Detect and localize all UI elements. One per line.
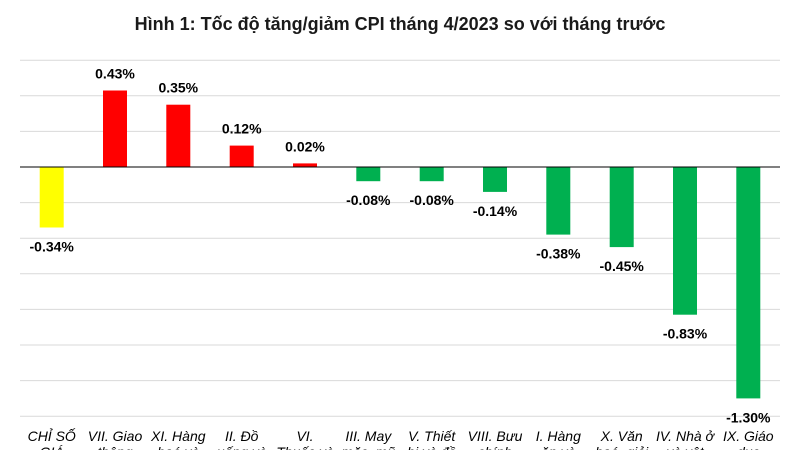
category-label-line: uống và	[217, 444, 267, 450]
category-label-line: thông	[97, 444, 132, 450]
category-label-line: chính	[478, 444, 512, 450]
data-label: -1.30%	[726, 409, 771, 425]
category-label: X. Vănhoá, giải	[595, 428, 649, 450]
category-label-line: CHỈ SỐ	[28, 427, 76, 444]
category-label-line: VIII. Bưu	[468, 428, 523, 444]
category-label-line: Thuốc và	[276, 444, 334, 450]
data-label: -0.38%	[536, 246, 581, 262]
category-label-line: và vật	[666, 444, 704, 450]
category-label: XI. Hànghoá và	[150, 428, 206, 450]
chart-title: Hình 1: Tốc độ tăng/giảm CPI tháng 4/202…	[134, 14, 666, 34]
category-label-line: bị và đồ	[407, 444, 456, 450]
category-label: IV. Nhà ởvà vật	[656, 428, 716, 450]
category-label-line: GIÁ	[40, 444, 64, 450]
category-label: IX. Giáodục	[723, 428, 774, 450]
category-label-line: mặc, mũ	[341, 444, 395, 450]
category-label: III. Maymặc, mũ	[341, 428, 395, 450]
data-label: 0.12%	[222, 121, 262, 137]
category-label-line: V. Thiết	[408, 428, 456, 444]
data-label: 0.35%	[158, 80, 198, 96]
category-label-line: dục	[737, 444, 760, 450]
category-label-line: I. Hàng	[536, 428, 581, 444]
bar	[39, 167, 64, 228]
data-label: -0.83%	[663, 326, 708, 342]
bar	[229, 145, 254, 167]
bar	[103, 90, 127, 167]
category-label: VII. Giaothông	[88, 428, 143, 450]
category-label-line: VII. Giao	[88, 428, 143, 444]
data-label: -0.34%	[30, 239, 75, 255]
data-label: 0.02%	[285, 138, 325, 154]
bar	[546, 167, 571, 235]
category-label: I. Hàngăn và	[536, 428, 581, 450]
category-label-line: IX. Giáo	[723, 428, 774, 444]
data-label: -0.08%	[346, 192, 391, 208]
bar	[736, 167, 761, 399]
data-label: -0.45%	[600, 258, 645, 274]
data-label: 0.43%	[95, 66, 135, 82]
category-label-line: XI. Hàng	[150, 428, 206, 444]
category-label-line: hoá, giải	[595, 444, 649, 450]
category-label: CHỈ SỐGIÁ	[28, 427, 76, 450]
category-label-line: ăn và	[541, 444, 575, 450]
category-label: VI.Thuốc và	[276, 428, 334, 450]
category-label-line: VI.	[296, 428, 313, 444]
bar	[166, 104, 191, 167]
bar	[419, 167, 444, 182]
category-label: VIII. Bưuchính	[468, 428, 523, 450]
category-label-line: III. May	[345, 428, 392, 444]
bar	[673, 167, 697, 315]
category-label-line: II. Đồ	[225, 428, 259, 444]
category-label-line: X. Văn	[600, 428, 643, 444]
bar	[483, 167, 507, 192]
bar	[356, 167, 381, 182]
category-label: II. Đồuống và	[217, 428, 267, 450]
bar	[293, 163, 317, 167]
bar	[609, 167, 634, 248]
category-label-line: hoá và	[157, 444, 199, 450]
data-label: -0.14%	[473, 203, 518, 219]
category-label: V. Thiếtbị và đồ	[407, 428, 456, 450]
category-label-line: IV. Nhà ở	[656, 428, 716, 444]
data-label: -0.08%	[410, 192, 455, 208]
